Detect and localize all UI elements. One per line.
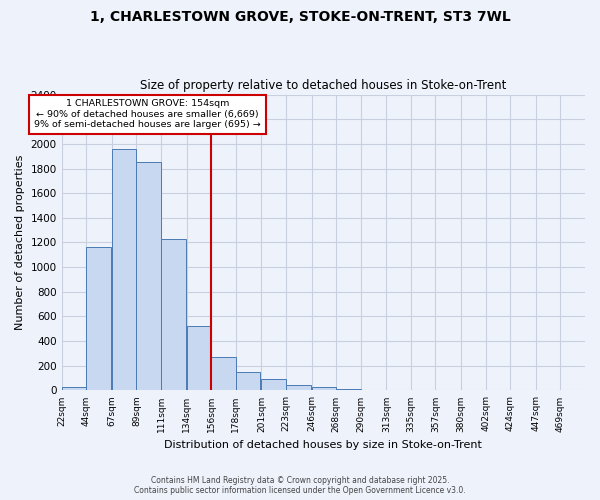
Bar: [187, 326, 211, 390]
Bar: [236, 372, 260, 390]
Text: 1 CHARLESTOWN GROVE: 154sqm
← 90% of detached houses are smaller (6,669)
9% of s: 1 CHARLESTOWN GROVE: 154sqm ← 90% of det…: [34, 100, 261, 130]
Bar: [112, 149, 136, 390]
Bar: [136, 162, 161, 390]
Bar: [161, 239, 185, 390]
Bar: [286, 385, 311, 390]
Bar: [262, 380, 286, 390]
Bar: [311, 386, 336, 390]
Bar: [211, 357, 236, 390]
Text: Contains HM Land Registry data © Crown copyright and database right 2025.
Contai: Contains HM Land Registry data © Crown c…: [134, 476, 466, 495]
Bar: [62, 386, 86, 390]
Bar: [86, 248, 111, 390]
Y-axis label: Number of detached properties: Number of detached properties: [15, 155, 25, 330]
Bar: [336, 389, 361, 390]
Title: Size of property relative to detached houses in Stoke-on-Trent: Size of property relative to detached ho…: [140, 79, 506, 92]
Text: 1, CHARLESTOWN GROVE, STOKE-ON-TRENT, ST3 7WL: 1, CHARLESTOWN GROVE, STOKE-ON-TRENT, ST…: [89, 10, 511, 24]
X-axis label: Distribution of detached houses by size in Stoke-on-Trent: Distribution of detached houses by size …: [164, 440, 482, 450]
